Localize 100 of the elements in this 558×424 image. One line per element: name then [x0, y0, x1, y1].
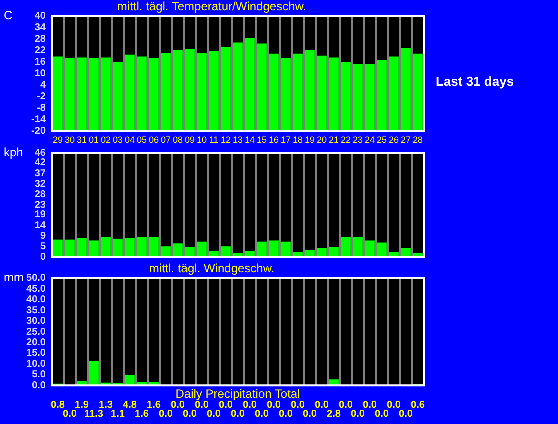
x-tick-label: 09 [184, 135, 196, 146]
y-tick-label: 22 [34, 46, 46, 57]
data-label: 0.0 [339, 400, 354, 411]
x-tick-label: 19 [304, 135, 316, 146]
y-tick-label: 0.0 [32, 380, 46, 392]
y-tick-label: 50.0 [26, 273, 46, 284]
x-tick-label: 16 [268, 135, 280, 146]
x-tick-label: 04 [124, 135, 136, 146]
y-tick-label: 5 [40, 241, 46, 252]
data-label: 0.8 [51, 400, 66, 411]
data-label: 0.0 [207, 408, 222, 420]
data-label: 0.0 [375, 408, 390, 420]
y-tick-label: 32 [34, 178, 46, 190]
data-label: 0.0 [351, 408, 366, 420]
x-tick-label: 17 [280, 135, 292, 146]
data-label: 0.0 [387, 400, 402, 411]
y-tick-label: 16 [34, 57, 46, 68]
y-tick-label: 20.0 [26, 337, 46, 348]
y-tick-label: 15.0 [26, 348, 46, 360]
y-tick-label: -20 [32, 126, 46, 137]
data-label: 0.6 [411, 400, 426, 411]
data-label: 1.9 [75, 400, 90, 411]
data-label: 0.0 [399, 408, 414, 420]
y-tick-label: 23 [34, 200, 46, 211]
data-label: 0.0 [159, 408, 174, 420]
y-tick-label: 25.0 [26, 326, 46, 338]
y-tick-label: 28 [34, 34, 46, 46]
x-tick-label: 12 [220, 135, 232, 146]
data-label: 0.0 [243, 400, 258, 411]
y-tick-label: 37 [34, 168, 46, 180]
x-tick-label: 03 [112, 135, 124, 146]
x-tick-label: 21 [328, 135, 340, 146]
x-tick-label: 10 [196, 135, 208, 146]
y-axis-title: C [4, 8, 13, 23]
x-tick-label: 07 [160, 135, 172, 146]
data-label: 0.0 [279, 408, 294, 420]
x-tick-label: 02 [100, 135, 112, 146]
data-label: 0.0 [255, 408, 270, 420]
x-tick-label: 14 [244, 135, 256, 146]
x-tick-label: 27 [400, 135, 412, 146]
data-label: 1.1 [111, 408, 126, 420]
data-label: 0.0 [315, 400, 330, 411]
data-label: 1.6 [147, 400, 162, 411]
y-axis-title: mm [4, 270, 24, 285]
y-tick-label: 46 [34, 148, 46, 159]
text: Last 31 days [436, 74, 514, 89]
y-tick-label: 45.0 [26, 284, 46, 295]
x-tick-label: 06 [148, 135, 160, 146]
y-tick-label: 28 [34, 189, 46, 200]
y-tick-label: 30.0 [26, 316, 46, 328]
y-tick-label: 4 [40, 80, 46, 92]
data-label: 0.0 [219, 400, 234, 411]
data-label: 0.0 [171, 400, 186, 411]
y-tick-label: 0 [40, 252, 46, 263]
x-tick-label: 31 [76, 135, 88, 146]
x-tick-label: 05 [136, 135, 148, 146]
x-tick-label: 28 [412, 135, 424, 146]
y-tick-label: 34 [34, 22, 46, 34]
y-tick-label: -2 [37, 92, 46, 103]
x-tick-label: 08 [172, 135, 184, 146]
x-tick-label: 25 [376, 135, 388, 146]
y-tick-label: 19 [34, 210, 46, 221]
chart-title: mittl. tägl. Windgeschw. [149, 262, 275, 276]
data-label: 0.0 [195, 400, 210, 411]
data-label: 0.0 [291, 400, 306, 411]
data-label: 0.0 [231, 408, 246, 420]
x-tick-label: 20 [316, 135, 328, 146]
x-tick-label: 13 [232, 135, 244, 146]
data-label: 0.0 [267, 400, 282, 411]
data-label: 1.3 [99, 400, 114, 411]
chart-title: mittl. tägl. Temperatur/Windgeschw. [117, 0, 307, 14]
x-axis-title: Daily Precipitation Total [176, 387, 300, 402]
x-tick-label: 15 [256, 135, 268, 146]
y-tick-label: 10 [34, 68, 46, 80]
x-tick-label: 26 [388, 135, 400, 146]
data-label: 0.0 [183, 408, 198, 420]
y-tick-label: 14 [34, 220, 46, 232]
x-tick-label: 22 [340, 135, 352, 146]
x-tick-label: 23 [352, 135, 364, 146]
data-label: 4.8 [123, 400, 138, 411]
data-label: 0.0 [303, 408, 318, 420]
x-tick-label: 11 [209, 135, 219, 146]
data-label: 0.0 [63, 408, 78, 420]
data-label: 0.0 [363, 400, 378, 411]
y-tick-label: -8 [37, 102, 46, 114]
y-tick-label: 10.0 [26, 358, 46, 370]
x-tick-label: 18 [292, 135, 304, 146]
data-label: 1.6 [135, 408, 150, 420]
y-tick-label: 5.0 [32, 370, 46, 381]
data-label: 2.8 [327, 408, 342, 420]
data-label: 11.3 [84, 408, 104, 420]
x-tick-label: 24 [364, 135, 376, 146]
x-tick-label: 01 [88, 135, 100, 146]
x-tick-label: 29 [52, 135, 64, 146]
y-tick-label: -14 [32, 114, 46, 126]
y-axis-title: kph [4, 145, 24, 160]
x-tick-label: 30 [64, 135, 76, 146]
y-tick-label: 35.0 [26, 305, 46, 316]
y-tick-label: 42 [34, 158, 46, 169]
y-tick-label: 9 [40, 230, 46, 242]
